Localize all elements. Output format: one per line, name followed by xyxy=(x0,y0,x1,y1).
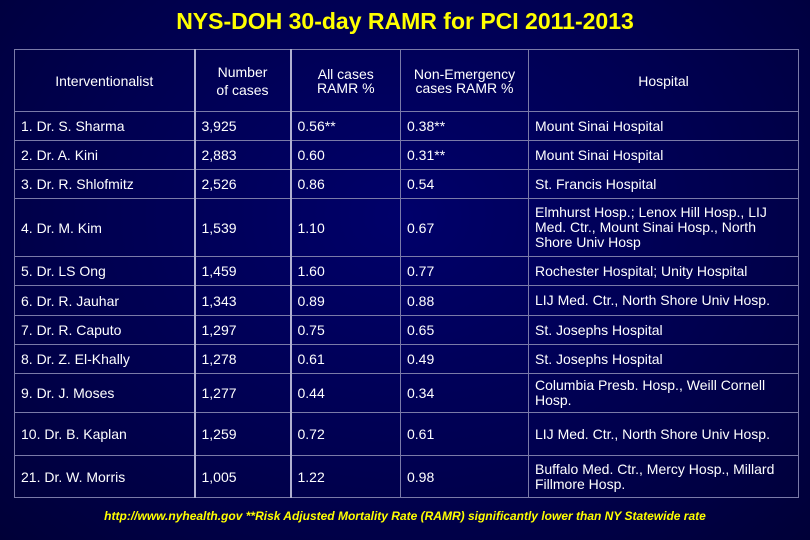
cases-cell: 2,883 xyxy=(193,140,292,170)
doctor-name-cell: 3. Dr. R. Shlofmitz xyxy=(14,169,195,199)
doctor-name-cell: 21. Dr. W. Morris xyxy=(14,455,195,498)
cases-cell: 1,005 xyxy=(193,455,292,498)
hospital-cell: Columbia Presb. Hosp., Weill Cornell Hos… xyxy=(528,373,799,413)
nonemergency-ramr-cell: 0.65 xyxy=(400,315,529,345)
cases-cell: 1,277 xyxy=(193,373,292,413)
all-cases-ramr-cell: 0.89 xyxy=(290,285,401,316)
all-cases-ramr-cell: 0.61 xyxy=(290,344,401,374)
doctor-name-cell: 6. Dr. R. Jauhar xyxy=(14,285,195,316)
hospital-cell: Rochester Hospital; Unity Hospital xyxy=(528,256,799,286)
doctor-name-cell: 2. Dr. A. Kini xyxy=(14,140,195,170)
header-hospital: Hospital xyxy=(528,49,799,112)
doctor-name-cell: 8. Dr. Z. El-Khally xyxy=(14,344,195,374)
footer-note: http://www.nyhealth.gov **Risk Adjusted … xyxy=(104,509,706,523)
cases-cell: 3,925 xyxy=(193,111,292,141)
header-number-of-cases: Number of cases xyxy=(193,49,292,112)
all-cases-ramr-cell: 0.60 xyxy=(290,140,401,170)
doctor-name-cell: 7. Dr. R. Caputo xyxy=(14,315,195,345)
all-cases-ramr-cell: 0.56** xyxy=(290,111,401,141)
all-cases-ramr-cell: 0.75 xyxy=(290,315,401,345)
cases-cell: 1,297 xyxy=(193,315,292,345)
all-cases-ramr-cell: 0.72 xyxy=(290,412,401,456)
cases-cell: 1,539 xyxy=(193,198,292,257)
hospital-cell: Mount Sinai Hospital xyxy=(528,140,799,170)
header-all-line1: All cases xyxy=(317,65,374,82)
doctor-name-cell: 10. Dr. B. Kaplan xyxy=(14,412,195,456)
nonemergency-ramr-cell: 0.54 xyxy=(400,169,529,199)
header-ne-line1: Non-Emergency xyxy=(413,65,516,82)
hospital-cell: Elmhurst Hosp.; Lenox Hill Hosp., LIJ Me… xyxy=(528,198,799,257)
slide-title: NYS-DOH 30-day RAMR for PCI 2011-2013 xyxy=(176,8,634,34)
header-ne-line2: cases RAMR % xyxy=(415,79,514,96)
cases-cell: 1,278 xyxy=(193,344,292,374)
table-row: 2. Dr. A. Kini 2,883 0.60 0.31** Mount Sinai… xyxy=(14,140,799,170)
table-row: 5. Dr. LS Ong 1,459 1.60 0.77 Rochester Hosp… xyxy=(14,256,799,286)
table-row: 21. Dr. W. Morris 1,005 1.22 0.98 Buffalo Me… xyxy=(14,455,799,498)
hospital-cell: St. Josephs Hospital xyxy=(528,344,799,374)
nonemergency-ramr-cell: 0.31** xyxy=(400,140,529,170)
table-body: 1. Dr. S. Sharma 3,925 0.56** 0.38** Mount S… xyxy=(14,111,799,498)
cases-cell: 2,526 xyxy=(193,169,292,199)
doctor-name-cell: 9. Dr. J. Moses xyxy=(14,373,195,413)
hospital-cell: LIJ Med. Ctr., North Shore Univ Hosp. xyxy=(528,285,799,316)
table-row: 9. Dr. J. Moses 1,277 0.44 0.34 Columbia Pre… xyxy=(14,373,799,413)
header-all-cases-ramr: All cases RAMR % xyxy=(290,49,401,112)
hospital-cell: St. Francis Hospital xyxy=(528,169,799,199)
nonemergency-ramr-cell: 0.61 xyxy=(400,412,529,456)
hospital-cell: Buffalo Med. Ctr., Mercy Hosp., Millard … xyxy=(528,455,799,498)
header-number-line1: Number xyxy=(217,63,268,80)
table-row: 6. Dr. R. Jauhar 1,343 0.89 0.88 LIJ Med. Ct… xyxy=(14,285,799,316)
doctor-name-cell: 5. Dr. LS Ong xyxy=(14,256,195,286)
cases-cell: 1,259 xyxy=(193,412,292,456)
hospital-cell: St. Josephs Hospital xyxy=(528,315,799,345)
doctor-name-cell: 1. Dr. S. Sharma xyxy=(14,111,195,141)
hospital-cell: Mount Sinai Hospital xyxy=(528,111,799,141)
nonemergency-ramr-cell: 0.88 xyxy=(400,285,529,316)
cases-cell: 1,459 xyxy=(193,256,292,286)
header-interventionalist: Interventionalist xyxy=(14,49,195,112)
header-nonemergency-ramr: Non-Emergency cases RAMR % xyxy=(400,49,529,112)
doctor-name-cell: 4. Dr. M. Kim xyxy=(14,198,195,257)
nonemergency-ramr-cell: 0.38** xyxy=(400,111,529,141)
all-cases-ramr-cell: 1.60 xyxy=(290,256,401,286)
ramr-table: Interventionalist Number of cases All ca… xyxy=(14,49,799,498)
nonemergency-ramr-cell: 0.34 xyxy=(400,373,529,413)
nonemergency-ramr-cell: 0.77 xyxy=(400,256,529,286)
table-row: 7. Dr. R. Caputo 1,297 0.75 0.65 St. Josephs… xyxy=(14,315,799,345)
nonemergency-ramr-cell: 0.98 xyxy=(400,455,529,498)
table-row: 1. Dr. S. Sharma 3,925 0.56** 0.38** Mount S… xyxy=(14,111,799,141)
all-cases-ramr-cell: 1.10 xyxy=(290,198,401,257)
hospital-cell: LIJ Med. Ctr., North Shore Univ Hosp. xyxy=(528,412,799,456)
table-header-row: Interventionalist Number of cases All ca… xyxy=(14,49,799,112)
table-row: 4. Dr. M. Kim 1,539 1.10 0.67 Elmhurst Hosp.… xyxy=(14,198,799,257)
cases-cell: 1,343 xyxy=(193,285,292,316)
table-row: 8. Dr. Z. El-Khally 1,278 0.61 0.49 St. Jose… xyxy=(14,344,799,374)
all-cases-ramr-cell: 0.44 xyxy=(290,373,401,413)
table-row: 3. Dr. R. Shlofmitz 2,526 0.86 0.54 St. Fran… xyxy=(14,169,799,199)
table-row: 10. Dr. B. Kaplan 1,259 0.72 0.61 LIJ Med. C… xyxy=(14,412,799,456)
header-all-line2: RAMR % xyxy=(316,79,375,96)
nonemergency-ramr-cell: 0.49 xyxy=(400,344,529,374)
nonemergency-ramr-cell: 0.67 xyxy=(400,198,529,257)
all-cases-ramr-cell: 1.22 xyxy=(290,455,401,498)
all-cases-ramr-cell: 0.86 xyxy=(290,169,401,199)
header-number-line2: of cases xyxy=(216,81,269,98)
